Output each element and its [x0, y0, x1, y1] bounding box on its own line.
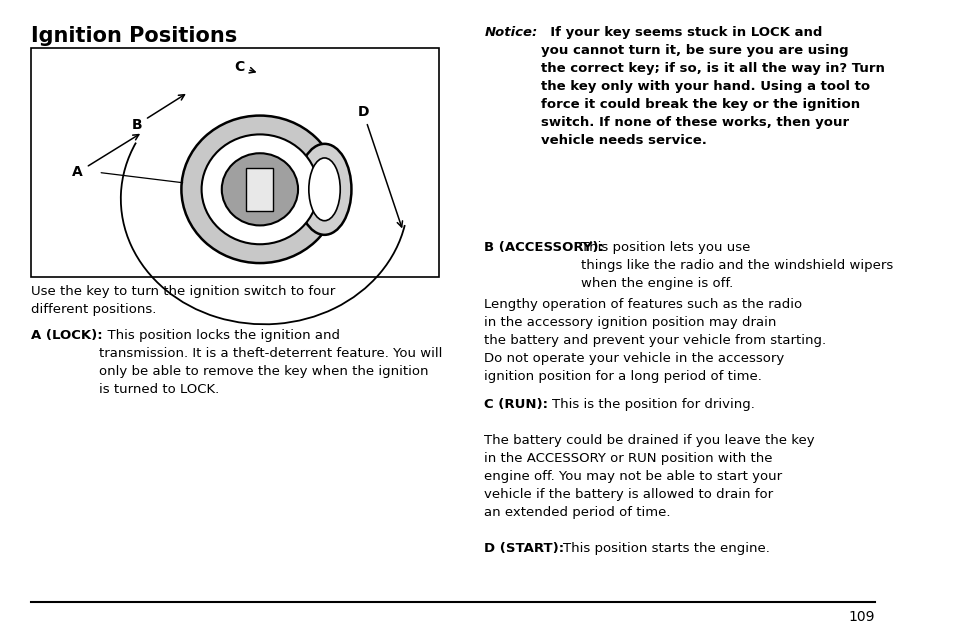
- Text: Use the key to turn the ignition switch to four
different positions.: Use the key to turn the ignition switch …: [31, 285, 335, 315]
- Text: D (START):: D (START):: [484, 542, 564, 555]
- Ellipse shape: [221, 153, 297, 225]
- Ellipse shape: [201, 134, 318, 244]
- Text: This position lets you use
things like the radio and the windshield wipers
when : This position lets you use things like t…: [580, 242, 893, 291]
- Text: C: C: [233, 60, 254, 74]
- Text: This position starts the engine.: This position starts the engine.: [562, 542, 769, 555]
- Text: B: B: [132, 95, 184, 132]
- Text: Ignition Positions: Ignition Positions: [31, 26, 237, 46]
- Text: A (LOCK):: A (LOCK):: [31, 329, 103, 342]
- FancyBboxPatch shape: [31, 48, 439, 277]
- Text: 109: 109: [847, 610, 874, 624]
- Text: This position locks the ignition and
transmission. It is a theft-deterrent featu: This position locks the ignition and tra…: [99, 329, 442, 396]
- Text: D: D: [357, 105, 402, 227]
- Text: This is the position for driving.: This is the position for driving.: [551, 398, 754, 411]
- Text: A: A: [72, 135, 139, 179]
- FancyBboxPatch shape: [246, 168, 274, 211]
- Ellipse shape: [297, 144, 351, 235]
- Text: B (ACCESSORY):: B (ACCESSORY):: [484, 242, 603, 254]
- Text: Lengthy operation of features such as the radio
in the accessory ignition positi: Lengthy operation of features such as th…: [484, 298, 825, 383]
- Ellipse shape: [309, 158, 340, 221]
- Ellipse shape: [181, 116, 338, 263]
- Text: The battery could be drained if you leave the key
in the ACCESSORY or RUN positi: The battery could be drained if you leav…: [484, 434, 814, 519]
- Text: If your key seems stuck in LOCK and
you cannot turn it, be sure you are using
th: If your key seems stuck in LOCK and you …: [540, 26, 883, 147]
- Text: C (RUN):: C (RUN):: [484, 398, 548, 411]
- Text: Notice:: Notice:: [484, 26, 537, 39]
